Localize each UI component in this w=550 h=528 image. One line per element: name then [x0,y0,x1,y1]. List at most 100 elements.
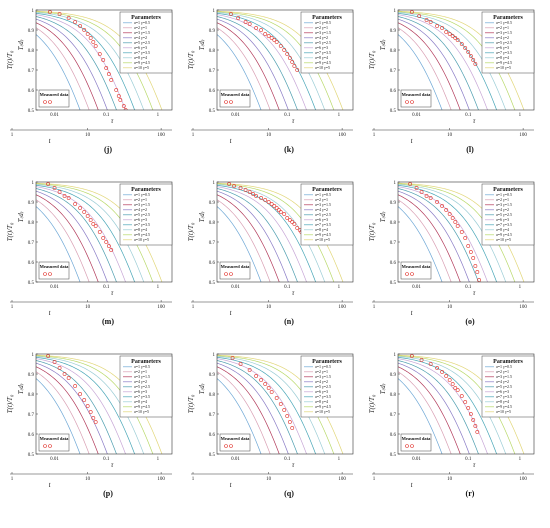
measured-point [285,52,290,56]
legend-item: a=6 γ=3 [496,389,509,394]
x-tick-inner-label: 0.01 [50,285,59,290]
series-line-3 [217,194,280,282]
legend-item: a=4 γ=2 [134,379,147,384]
series-line-5 [398,360,479,454]
legend-item: a=1 γ=0.5 [496,192,512,197]
y-axis-label: T(t)/T₀ [368,50,376,69]
measured-point [123,108,128,110]
outer-x-tick-label: 1 [373,305,376,310]
measured-point [104,66,109,70]
legend-item: a=9 γ=4.5 [134,232,150,237]
measured-point [266,386,271,390]
x-axis-label: t [230,309,233,317]
measured-point [93,420,98,424]
measured-point [290,220,295,224]
y-tick-label: 0.6 [390,433,397,438]
legend-item: a=5 γ=2.5 [315,40,331,45]
x-tick-inner-label: 0.01 [231,285,240,290]
measured-point [435,366,440,370]
series-line-8 [217,11,326,110]
legend-item: a=3 γ=1.5 [496,30,512,35]
series-line-3 [217,22,280,110]
series-line-3 [36,22,99,110]
legend-item: a=5 γ=2.5 [134,40,150,45]
measured-point [295,68,300,72]
y-axis-label-inner: T₍d₎ [198,383,206,394]
measured-point [287,218,292,222]
measured-point [473,424,478,428]
measured-point [78,392,83,396]
measured-point [453,386,458,390]
x-axis-label: t [230,137,233,145]
measured-point [468,250,473,254]
y-tick-label: 0.5 [28,109,35,114]
curves [36,182,163,282]
measured-point [73,384,78,388]
series-line-10 [217,354,344,454]
legend-item: a=3 γ=1.5 [315,30,331,35]
series-line-2 [398,371,452,454]
legend-item: a=4 γ=2 [496,379,509,384]
series-line-2 [398,199,452,282]
y-tick-label: 0.7 [28,241,35,246]
y-tick-label: 0.9 [209,373,216,378]
measured-point [453,36,458,40]
x-tick-inner-label: 0.1 [284,457,291,462]
x-axis-label-inner: τ [292,289,295,297]
y-tick-label: 1 [32,9,35,14]
series-line-1 [398,378,443,454]
series-line-10 [217,10,344,110]
measured-point [243,188,248,192]
legend-item: a=7 γ=3.5 [315,222,331,227]
legend-item: a=8 γ=4 [315,55,328,60]
measured-point [73,202,78,206]
legend-item: a=10 γ=5 [315,65,330,70]
curves [36,10,163,110]
series-line-6 [36,186,126,282]
outer-x-tick-label: 100 [338,477,346,482]
x-tick-inner-label: 0.1 [284,113,291,118]
measured-point [243,20,248,24]
measured-point [57,12,62,16]
y-tick-label: 0.6 [28,89,35,94]
measured-point [419,190,424,194]
x-axis-label: t [49,309,52,317]
y-tick-label: 0.9 [209,29,216,34]
measured-point [272,38,277,42]
outer-x-tick-label: 100 [519,133,527,138]
measured-point [468,54,473,58]
legend-item: a=7 γ=3.5 [496,394,512,399]
measured-point [73,20,78,24]
panel-label: (j) [104,145,112,154]
measured-marker [43,272,47,276]
y-tick-label: 0.7 [390,241,397,246]
measured-point [444,374,449,378]
panel-n: 0.5 0.6 0.7 0.8 0.9 1 0.01 0.1 1 τ 1 10 100 t T(t)/T₀T… [187,181,354,326]
measured-point [414,186,419,190]
x-tick-inner-label: 0.1 [103,285,110,290]
outer-x-tick-label: 1 [192,133,195,138]
legend-item: a=9 γ=4.5 [496,404,512,409]
series-line-4 [217,18,289,110]
measured-marker [43,100,47,104]
curves [36,354,163,454]
legend-item: a=2 γ=1 [315,369,328,374]
series-line-6 [398,358,488,454]
curves [217,182,344,282]
legend-title: Parameters [493,359,523,365]
series-line-7 [398,184,498,282]
measured-marker [229,100,233,104]
outer-x-tick-label: 10 [85,477,91,482]
panel-p: 0.5 0.6 0.7 0.8 0.9 1 0.01 0.1 1 τ 1 10 100 t T(t)/T₀T… [6,353,173,498]
panel-label: (o) [465,317,475,326]
measured-point [269,390,274,394]
measured-point [477,278,482,282]
measured-point [62,194,67,198]
series-line-4 [36,190,108,282]
outer-x-tick-label: 100 [157,477,165,482]
outer-x-tick-label: 100 [338,305,346,310]
measured-point [106,72,111,76]
legend-item: a=9 γ=4.5 [496,232,512,237]
measured-label: Measured data [402,264,432,269]
